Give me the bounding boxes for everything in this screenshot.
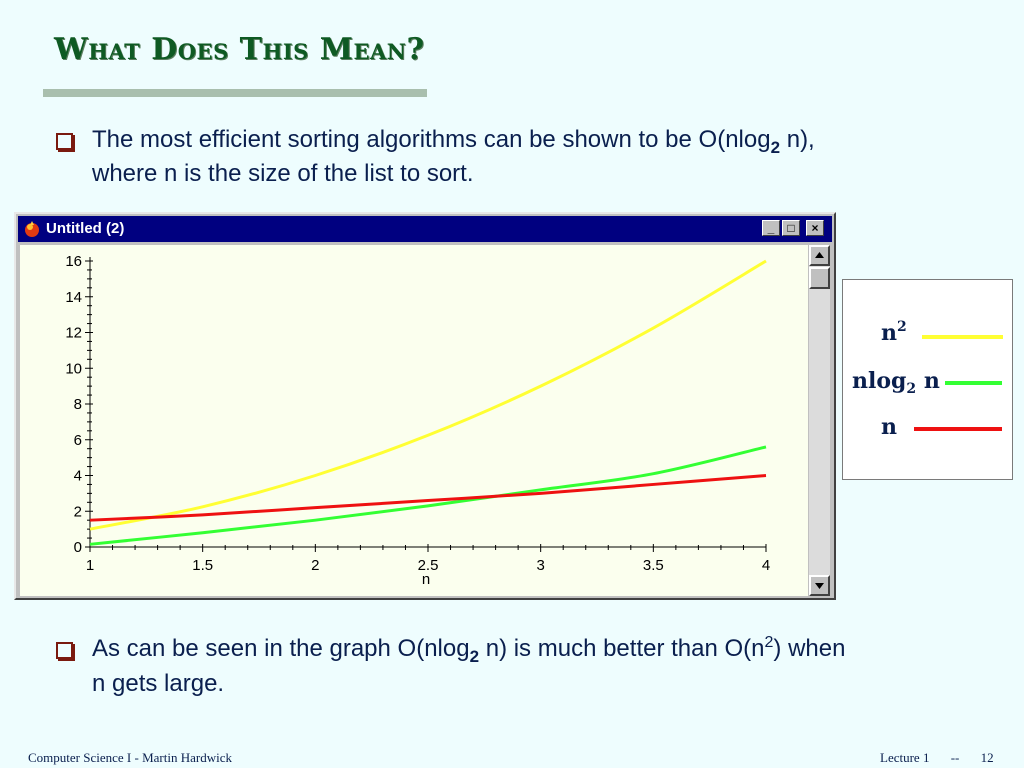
legend-line-n-squared: [922, 335, 1003, 339]
y-tick-label: 16: [65, 253, 82, 270]
x-tick-label: 1.5: [192, 557, 213, 574]
y-tick-label: 14: [65, 289, 82, 306]
bullet-2-line-2: n gets large.: [92, 670, 225, 697]
x-tick-label: 4: [762, 557, 770, 574]
scroll-thumb[interactable]: [809, 267, 830, 289]
x-tick-label: 3: [536, 557, 544, 574]
legend-label: nlog: [852, 368, 907, 394]
bullet-1-text-b: n),: [780, 126, 815, 153]
bullet-2-line-1: As can be seen in the graph O(nlog2 n) i…: [92, 633, 996, 668]
plot-area: 0 2 4 6 8 10 12 14 16 1 1.5 2 2.5 3 3.5 4 n: [20, 245, 808, 596]
y-tick-label: 12: [65, 325, 82, 342]
footer-separator: --: [950, 750, 960, 765]
legend-line-nlogn: [945, 381, 1002, 385]
legend-label-suffix: n: [916, 368, 940, 394]
line-chart: 0 2 4 6 8 10 12 14 16 1 1.5 2 2.5 3 3.5 4 n: [65, 253, 770, 588]
x-axis-label: n: [422, 571, 430, 588]
footer-author: Computer Science I - Martin Hardwick: [28, 750, 232, 765]
legend-label: n: [881, 414, 897, 440]
bullet-1-text-a: The most efficient sorting algorithms ca…: [92, 126, 771, 153]
x-tick-label: 1: [86, 557, 94, 574]
maximize-icon: □: [787, 221, 795, 235]
maximize-button[interactable]: □: [782, 220, 800, 236]
window-titlebar[interactable]: Untitled (2) _ □ ×: [18, 216, 832, 242]
title-underline: [43, 89, 427, 97]
y-tick-label: 8: [74, 396, 82, 413]
plot-window: Untitled (2) _ □ × 0 2 4 6 8 10 12 14 16 1 1.5 2 2.5…: [14, 212, 836, 600]
y-tick-label: 2: [74, 503, 82, 520]
bullet-2-text-a: As can be seen in the graph O(nlog: [92, 635, 470, 662]
scroll-down-icon: [815, 583, 824, 589]
bullet-2-superscript: 2: [764, 634, 774, 651]
window-title: Untitled (2): [46, 220, 125, 237]
footer-page-info: Lecture 1 -- 12: [880, 750, 994, 766]
scroll-down-button[interactable]: [809, 575, 830, 596]
y-tick-label: 10: [65, 360, 82, 377]
bullet-checkbox-icon: [56, 133, 73, 150]
footer-page-number: 12: [980, 750, 994, 765]
bullet-1-line-1: The most efficient sorting algorithms ca…: [92, 124, 996, 158]
bullet-1: The most efficient sorting algorithms ca…: [56, 124, 996, 190]
chart-legend: n2 nlog2 n n: [842, 279, 1013, 480]
footer-lecture: Lecture 1: [880, 750, 930, 765]
bullet-2-subscript: 2: [469, 647, 480, 666]
bullet-1-line-2: where n is the size of the list to sort.: [92, 160, 474, 187]
legend-subscript: 2: [906, 381, 917, 397]
scroll-up-icon: [815, 252, 824, 258]
y-tick-label: 6: [74, 432, 82, 449]
minimize-icon: _: [767, 221, 775, 235]
close-button[interactable]: ×: [806, 220, 824, 236]
legend-line-n: [914, 427, 1002, 431]
series-line-1: [89, 445, 767, 546]
series-line-2: [89, 474, 767, 522]
bullet-checkbox-icon: [56, 642, 73, 659]
y-tick-label: 0: [74, 539, 82, 556]
vertical-scrollbar[interactable]: [809, 245, 830, 596]
y-tick-label: 4: [74, 468, 82, 485]
legend-item-nlogn: nlog2 n: [852, 368, 940, 398]
series-line-0: [89, 259, 767, 531]
bullet-2: As can be seen in the graph O(nlog2 n) i…: [56, 633, 996, 700]
legend-item-n: n: [881, 414, 897, 444]
legend-superscript: 2: [897, 319, 907, 335]
app-icon: [25, 221, 39, 237]
bullet-2-text-b: n) is much better than O(n: [479, 635, 765, 662]
x-tick-label: 2.5: [418, 557, 439, 574]
legend-label: n: [881, 320, 897, 346]
scroll-up-button[interactable]: [809, 245, 830, 266]
bullet-2-text-c: ) when: [773, 635, 846, 662]
x-tick-label: 3.5: [643, 557, 664, 574]
slide-title: What Does This Mean?: [54, 32, 425, 67]
close-icon: ×: [811, 221, 819, 235]
legend-item-n-squared: n2: [881, 319, 907, 350]
x-tick-label: 2: [311, 557, 319, 574]
bullet-1-subscript: 2: [770, 138, 781, 157]
minimize-button[interactable]: _: [762, 220, 780, 236]
